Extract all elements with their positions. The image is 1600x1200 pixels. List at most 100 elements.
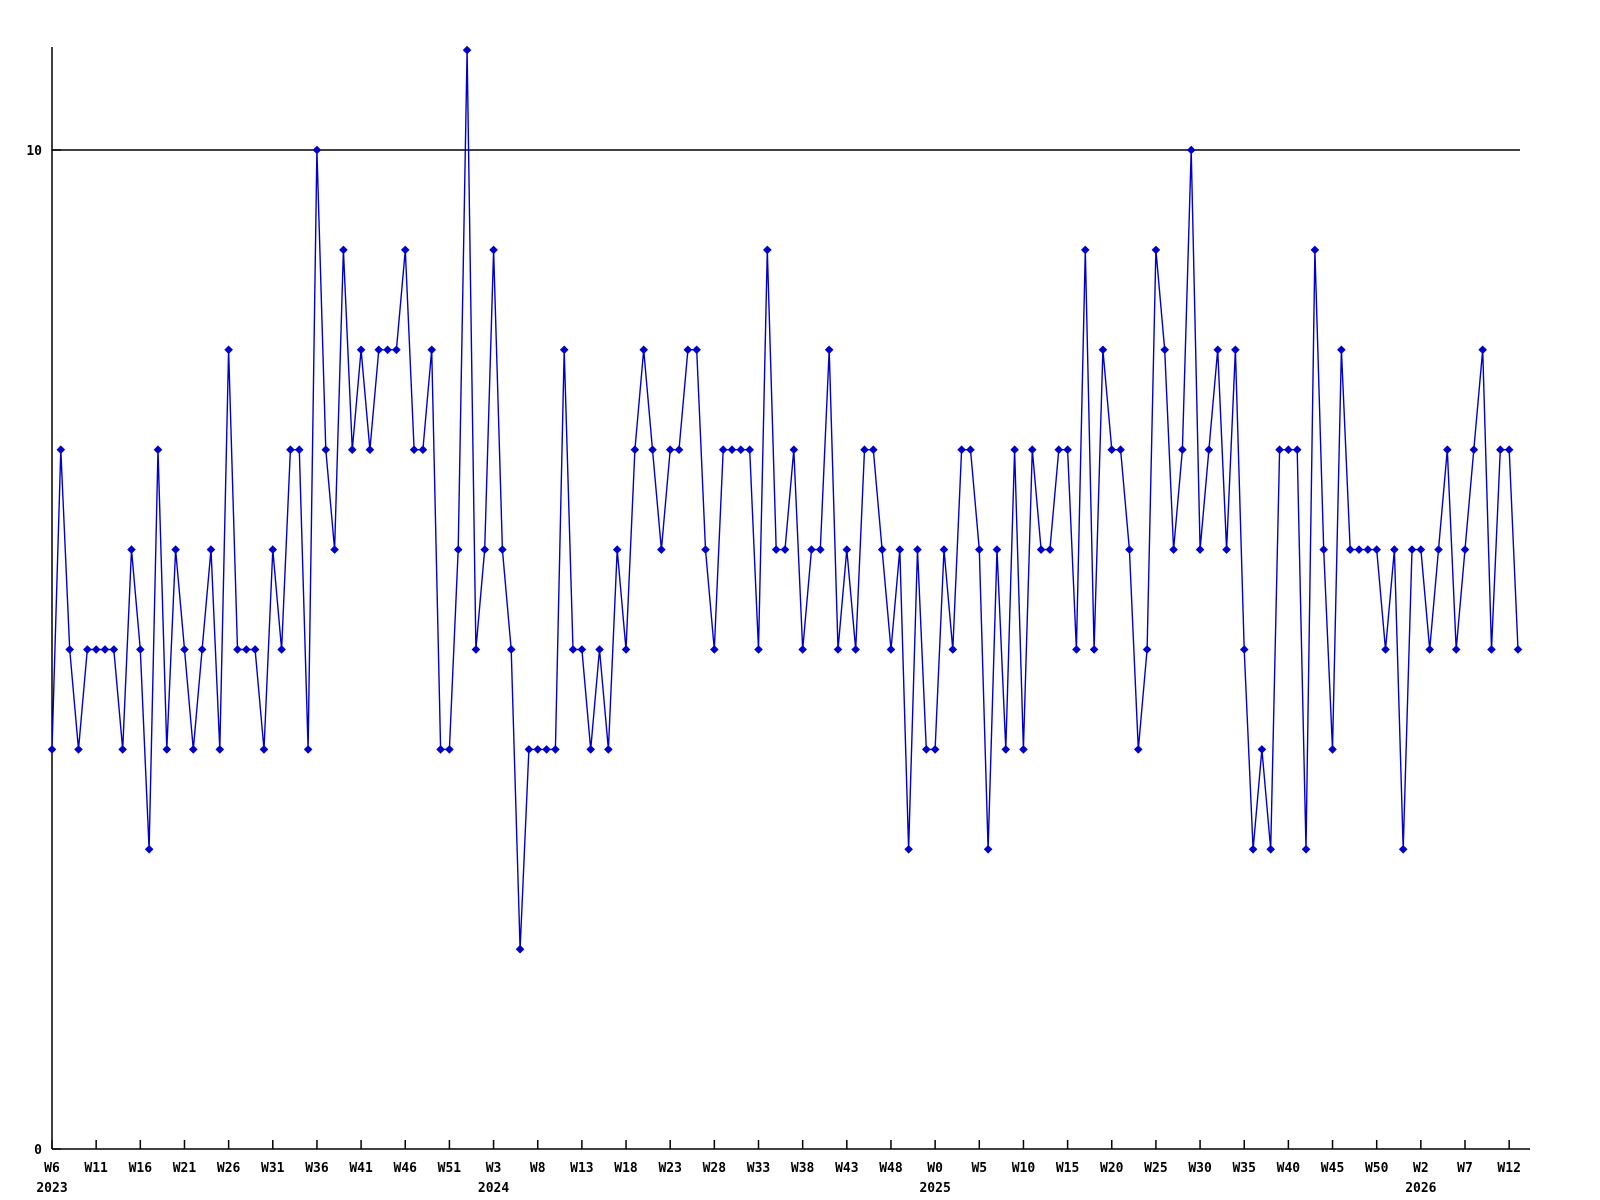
data-point-marker <box>1504 445 1514 455</box>
data-point-marker <box>489 245 498 255</box>
data-point-marker <box>886 645 896 654</box>
data-point-marker <box>1054 445 1064 455</box>
data-point-marker <box>374 345 384 355</box>
data-point-marker <box>498 545 507 554</box>
x-tick-label: W6 <box>44 1161 60 1176</box>
data-point-marker <box>100 645 110 654</box>
data-point-marker <box>1363 545 1373 554</box>
data-point-marker <box>816 545 825 554</box>
data-point-marker <box>286 445 295 455</box>
data-point-marker <box>1354 545 1364 554</box>
data-point-marker <box>312 145 322 155</box>
x-tick-label: W0 <box>927 1161 943 1176</box>
data-point-marker <box>1496 445 1505 455</box>
data-point-marker <box>74 745 83 754</box>
data-point-marker <box>1381 645 1390 654</box>
data-point-marker <box>233 645 242 654</box>
data-point-marker <box>215 745 225 754</box>
data-point-marker <box>1098 345 1108 355</box>
x-tick-label: W36 <box>305 1161 329 1176</box>
data-point-marker <box>957 445 966 455</box>
data-point-marker <box>542 745 551 754</box>
data-point-marker <box>1151 245 1161 255</box>
data-point-marker <box>524 745 534 754</box>
data-point-marker <box>948 645 958 654</box>
data-point-marker <box>259 745 269 754</box>
data-point-marker <box>400 245 410 255</box>
x-tick-label: W48 <box>879 1161 903 1176</box>
data-point-marker <box>180 645 189 654</box>
x-tick-label: W30 <box>1188 1161 1212 1176</box>
data-point-marker <box>824 345 834 355</box>
data-point-marker <box>551 745 560 754</box>
data-point-marker <box>701 545 710 554</box>
data-point-marker <box>47 745 57 754</box>
data-point-marker <box>294 445 304 455</box>
x-tick-label: W18 <box>614 1161 638 1176</box>
data-point-marker <box>1231 345 1240 355</box>
data-point-marker <box>1080 245 1090 255</box>
x-tick-label: W11 <box>84 1161 108 1176</box>
x-tick-label: W45 <box>1321 1161 1344 1176</box>
data-point-marker <box>992 545 1002 554</box>
data-point-marker <box>1072 645 1081 654</box>
data-point-marker <box>1398 844 1408 854</box>
data-point-marker <box>1292 445 1302 455</box>
data-point-marker <box>83 645 92 654</box>
data-point-marker <box>851 645 860 654</box>
data-point-marker <box>1160 345 1170 355</box>
data-point-marker <box>745 445 754 455</box>
data-point-marker <box>418 445 428 455</box>
data-point-marker <box>136 645 145 654</box>
data-point-marker <box>224 345 233 355</box>
data-point-marker <box>453 545 463 554</box>
data-point-marker <box>983 844 993 854</box>
data-point-marker <box>277 645 286 654</box>
data-point-marker <box>188 745 198 754</box>
x-tick-label: W38 <box>791 1161 815 1176</box>
data-point-marker <box>392 345 401 355</box>
data-point-marker <box>807 545 816 554</box>
data-point-marker <box>771 545 781 554</box>
axes-layer <box>51 47 1530 1150</box>
data-point-marker <box>1434 545 1443 554</box>
data-point-marker <box>356 345 366 355</box>
x-tick-label: W20 <box>1100 1161 1124 1176</box>
data-point-marker <box>445 745 454 754</box>
data-point-marker <box>1019 745 1028 754</box>
data-point-marker <box>109 645 119 654</box>
data-point-marker <box>1478 345 1487 355</box>
data-point-marker <box>339 245 348 255</box>
x-tick-label: W23 <box>658 1161 681 1176</box>
data-point-marker <box>1425 645 1434 654</box>
data-point-marker <box>1301 844 1311 854</box>
x-tick-label: W8 <box>530 1161 546 1176</box>
data-point-marker <box>860 445 869 455</box>
data-point-marker <box>118 745 127 754</box>
data-point-marker <box>383 345 392 355</box>
data-point-marker <box>206 545 216 554</box>
x-tick-label: W25 <box>1144 1161 1167 1176</box>
data-point-marker <box>877 545 887 554</box>
data-point-marker <box>1213 345 1223 355</box>
data-point-marker <box>833 645 843 654</box>
x-tick-label: W7 <box>1457 1161 1473 1176</box>
x-tick-label: W28 <box>703 1161 727 1176</box>
data-point-marker <box>1275 445 1284 455</box>
data-point-marker <box>1195 545 1205 554</box>
x-tick-label: W10 <box>1012 1161 1036 1176</box>
data-point-marker <box>462 45 472 55</box>
data-point-marker <box>268 545 278 554</box>
data-point-marker <box>1001 745 1011 754</box>
year-label: 2026 <box>1405 1181 1436 1196</box>
data-point-marker <box>1319 545 1329 554</box>
data-point-marker <box>303 745 313 754</box>
data-point-marker <box>1460 545 1470 554</box>
data-point-marker <box>665 445 675 455</box>
x-tick-label: W26 <box>217 1161 241 1176</box>
data-point-marker <box>1125 545 1134 554</box>
data-point-marker <box>241 645 251 654</box>
data-point-marker <box>921 745 931 754</box>
